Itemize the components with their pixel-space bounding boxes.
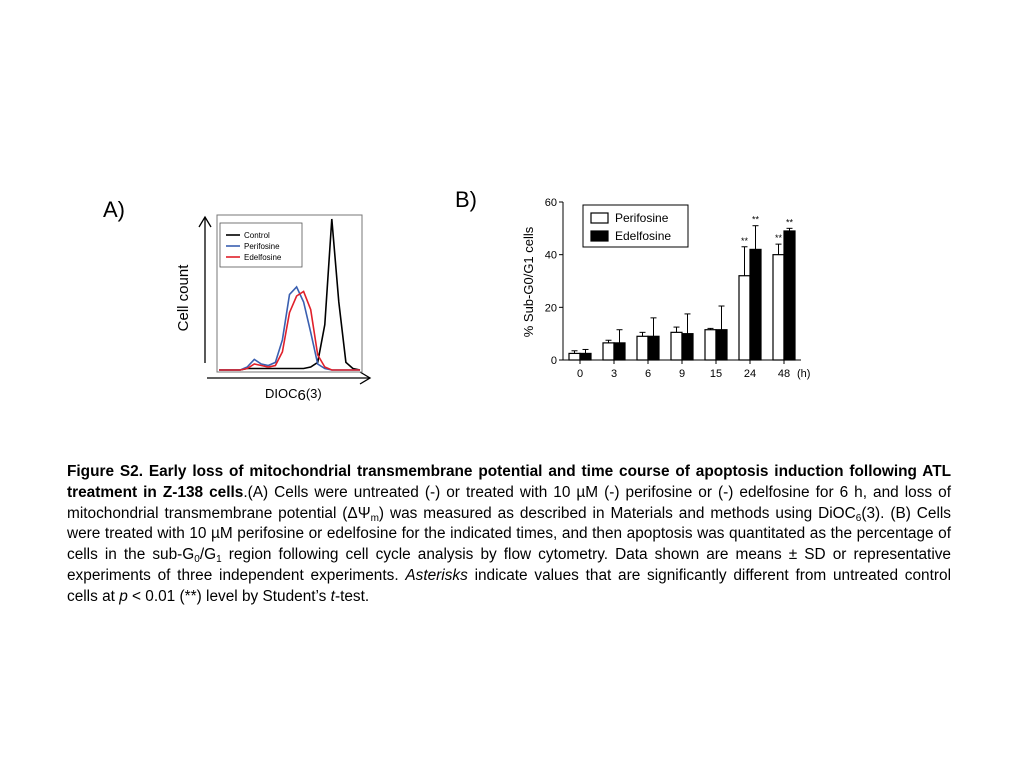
bar-edelfosine bbox=[579, 352, 592, 361]
x-tick-label: 48 bbox=[778, 368, 790, 380]
significance-marker: ** bbox=[786, 217, 794, 227]
x-tick-label: 24 bbox=[744, 368, 756, 380]
caption-subscript: 0 bbox=[194, 554, 200, 566]
legend-label: Edelfosine bbox=[244, 253, 282, 262]
bar-edelfosine bbox=[749, 248, 762, 361]
histogram-legend: Control Perifosine Edelfosine bbox=[219, 222, 303, 268]
caption-subscript: m bbox=[370, 512, 379, 524]
x-tick-label: 9 bbox=[679, 368, 685, 380]
bar-perifosine bbox=[738, 275, 751, 361]
x-tick-label: 15 bbox=[710, 368, 722, 380]
legend-label: Control bbox=[244, 231, 270, 240]
x-tick-label: 0 bbox=[577, 368, 583, 380]
caption-title: Figure S2. Early loss of mitochondrial t… bbox=[67, 463, 951, 501]
histogram-curves bbox=[219, 218, 361, 371]
plot-frame bbox=[216, 214, 363, 373]
caption-text: < 0.01 (**) level by Student’s bbox=[127, 587, 331, 605]
bar-perifosine bbox=[568, 352, 581, 361]
bar-legend-label: Perifosine bbox=[615, 211, 669, 225]
significance-marker: ** bbox=[752, 215, 760, 225]
bar-legend-swatch bbox=[590, 212, 609, 224]
caption-text: .(A) Cells were untreated (-) or treated… bbox=[67, 483, 951, 522]
caption-text: region following cell cycle analysis by … bbox=[67, 546, 951, 584]
bar-legend-swatch bbox=[590, 230, 609, 242]
panel-b-label: B) bbox=[455, 187, 477, 212]
caption-italic: Asterisks bbox=[405, 566, 468, 584]
bar-perifosine bbox=[704, 329, 717, 361]
figure-caption: Figure S2. Early loss of mitochondrial t… bbox=[67, 462, 951, 608]
bar-perifosine bbox=[670, 331, 683, 361]
caption-text: /G bbox=[199, 546, 217, 564]
y-axis-label: Cell count bbox=[175, 264, 192, 332]
caption-subscript: 6 bbox=[855, 512, 862, 524]
caption-italic: p bbox=[119, 587, 128, 605]
bar-legend-label: Edelfosine bbox=[615, 229, 671, 243]
bar-y-axis-label: % Sub-G0/G1 cells bbox=[521, 226, 536, 337]
x-tick-label: 6 bbox=[645, 368, 651, 380]
caption-italic: t bbox=[330, 587, 335, 605]
y-tick-label: 40 bbox=[545, 250, 557, 262]
bar-perifosine bbox=[602, 342, 615, 361]
x-tick-label: 3 bbox=[611, 368, 617, 380]
x-axis-label: DIOC6(3) bbox=[265, 386, 322, 404]
caption-subscript: 1 bbox=[216, 554, 222, 566]
histogram-panel-a: A) Cell count DIOC6(3) Control Perifosine… bbox=[103, 197, 372, 404]
y-arrow-head bbox=[198, 215, 212, 228]
caption-text: indicate values that are significantly d… bbox=[67, 566, 951, 605]
histogram-legend-box bbox=[219, 222, 303, 268]
panel-a-label: A) bbox=[103, 197, 125, 222]
significance-marker: ** bbox=[741, 236, 749, 246]
bar-edelfosine bbox=[647, 335, 660, 361]
legend-label: Perifosine bbox=[244, 242, 280, 251]
x-unit-label: (h) bbox=[797, 368, 810, 380]
bar-edelfosine bbox=[613, 342, 626, 361]
histogram-curve-edelfosine bbox=[219, 290, 360, 371]
bar-edelfosine bbox=[783, 230, 796, 361]
y-tick-label: 20 bbox=[545, 302, 557, 314]
caption-text: ) was measured as described in Materials… bbox=[378, 504, 856, 522]
bar-perifosine bbox=[636, 335, 649, 361]
y-tick-label: 0 bbox=[551, 355, 557, 367]
bar-edelfosine bbox=[681, 333, 694, 361]
bar-perifosine bbox=[772, 254, 785, 361]
x-arrow-head bbox=[359, 371, 372, 385]
caption-text: -test. bbox=[334, 587, 370, 605]
y-tick-label: 60 bbox=[545, 197, 557, 209]
caption-text: (3). (B) Cells were treated with 10 µM p… bbox=[67, 504, 951, 564]
significance-marker: ** bbox=[775, 233, 783, 243]
bar-edelfosine bbox=[715, 329, 728, 361]
